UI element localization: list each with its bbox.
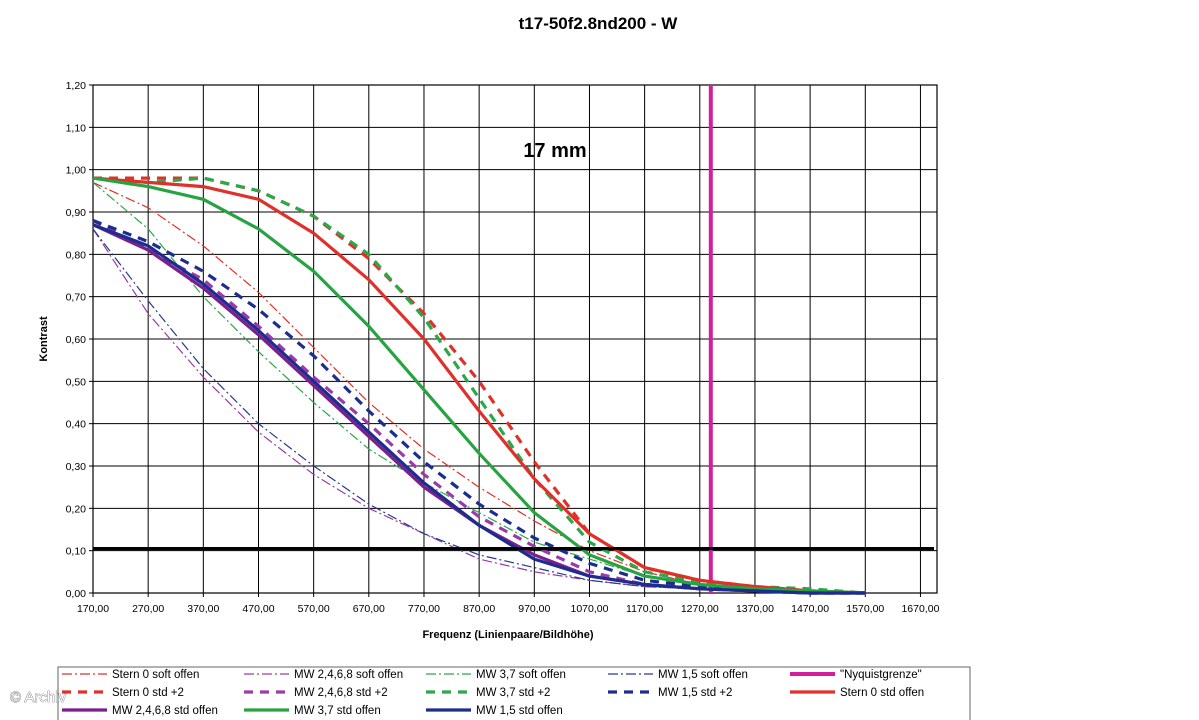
- legend-label: MW 3,7 std +2: [476, 687, 550, 699]
- y-axis-label: Kontrast: [38, 316, 50, 362]
- y-tick-label: 0,20: [66, 503, 87, 515]
- y-tick-label: 1,10: [66, 122, 87, 134]
- legend-label: MW 2,4,6,8 std offen: [112, 705, 218, 717]
- x-tick-label: 1670,00: [901, 603, 939, 615]
- chart-title: t17-50f2.8nd200 - W: [519, 14, 679, 33]
- grid: [89, 84, 938, 597]
- focal-length-annotation: 17 mm: [523, 140, 586, 162]
- y-tick-label: 1,00: [66, 165, 87, 177]
- x-tick-label: 1170,00: [626, 603, 663, 615]
- y-tick-label: 0,90: [66, 207, 87, 219]
- legend-label: Stern 0 std offen: [840, 687, 924, 699]
- legend-label: MW 3,7 soft offen: [476, 669, 566, 681]
- x-tick-label: 570,00: [298, 603, 330, 615]
- legend-label: MW 2,4,6,8 std +2: [294, 687, 388, 699]
- x-tick-label: 470,00: [242, 603, 274, 615]
- y-tick-label: 1,20: [66, 80, 87, 92]
- watermark: © Archiv: [10, 689, 67, 706]
- x-tick-label: 770,00: [408, 603, 440, 615]
- y-tick-label: 0,80: [66, 249, 87, 261]
- y-tick-label: 0,40: [66, 419, 87, 431]
- y-tick-label: 0,30: [66, 461, 87, 473]
- y-tick-labels: 0,00 0,10 0,20 0,30 0,40 0,50 0,60 0,70 0,80 0,90…: [66, 80, 87, 600]
- y-tick-label: 0,60: [66, 334, 87, 346]
- legend-label: MW 1,5 std offen: [476, 705, 563, 717]
- series-line: [92, 223, 866, 595]
- legend-label: Stern 0 soft offen: [112, 669, 199, 681]
- legend-label: MW 3,7 std offen: [294, 705, 381, 717]
- x-tick-label: 970,00: [518, 603, 550, 615]
- x-tick-label: 170,00: [77, 603, 109, 615]
- legend: Stern 0 soft offen MW 2,4,6,8 soft offen M…: [57, 666, 971, 720]
- x-tick-label: 1570,00: [846, 603, 884, 615]
- x-tick-label: 1270,00: [681, 603, 719, 615]
- y-tick-label: 0,50: [66, 376, 87, 388]
- legend-label: MW 1,5 soft offen: [658, 669, 748, 681]
- x-tick-labels: 170,00 270,00 370,00 470,00 570,00 670,00 770,…: [77, 603, 940, 615]
- y-tick-label: 0,70: [66, 292, 87, 304]
- x-tick-label: 1070,00: [570, 603, 608, 615]
- x-tick-label: 670,00: [353, 603, 385, 615]
- legend-label: MW 1,5 std +2: [658, 687, 732, 699]
- series-line: [92, 176, 866, 595]
- series-lines: [92, 85, 866, 595]
- series-line: [92, 219, 866, 595]
- series-line: [92, 176, 866, 595]
- x-tick-label: 370,00: [187, 603, 219, 615]
- legend-label: Stern 0 std +2: [112, 687, 184, 699]
- x-tick-label: 870,00: [463, 603, 495, 615]
- legend-label: MW 2,4,6,8 soft offen: [294, 669, 403, 681]
- x-tick-label: 1470,00: [791, 603, 829, 615]
- x-tick-label: 1370,00: [736, 603, 774, 615]
- y-tick-label: 0,00: [66, 588, 87, 600]
- y-tick-label: 0,10: [66, 546, 87, 558]
- x-axis-label: Frequenz (Linienpaare/Bildhöhe): [422, 629, 593, 641]
- series-line: [92, 176, 866, 595]
- legend-label: "Nyquistgrenze": [840, 669, 922, 681]
- x-tick-label: 270,00: [132, 603, 164, 615]
